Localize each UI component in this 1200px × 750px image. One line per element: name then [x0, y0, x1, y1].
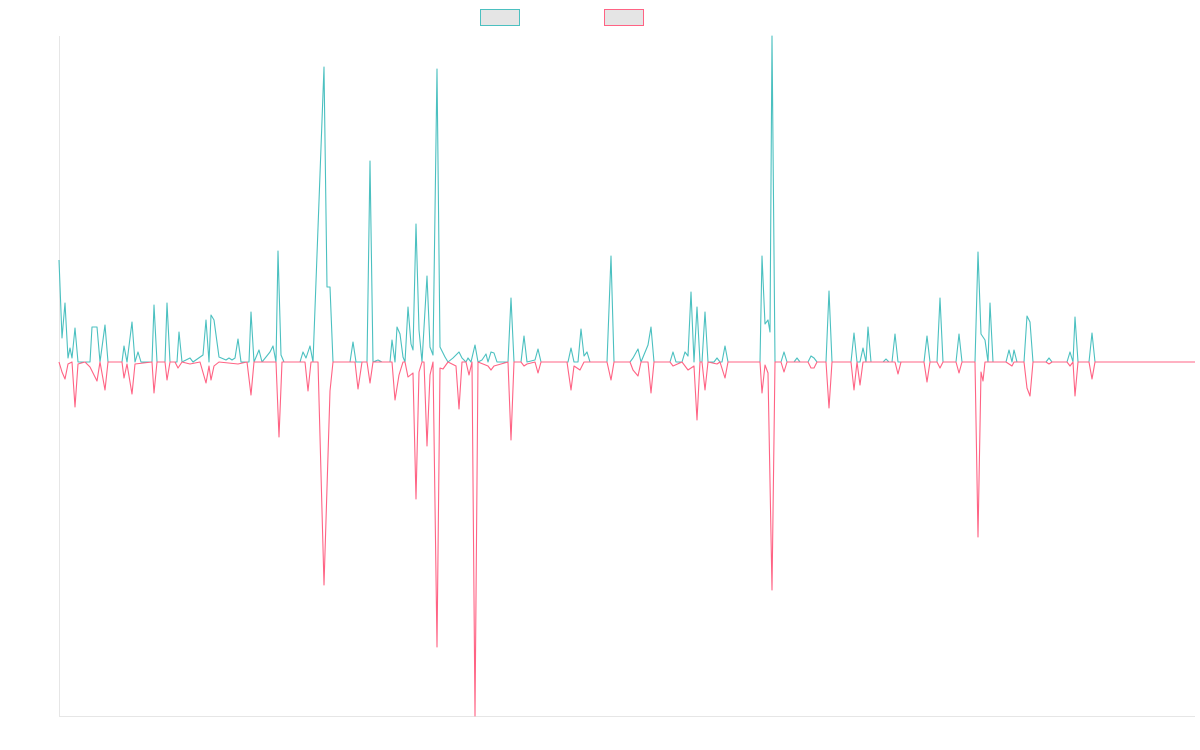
legend-swatch-teal-series[interactable] — [480, 9, 520, 26]
series-line-teal — [58, 35, 1195, 363]
series-layer — [58, 35, 1195, 717]
legend-swatch-pink-series[interactable] — [604, 9, 644, 26]
series-line-pink — [58, 361, 1195, 717]
